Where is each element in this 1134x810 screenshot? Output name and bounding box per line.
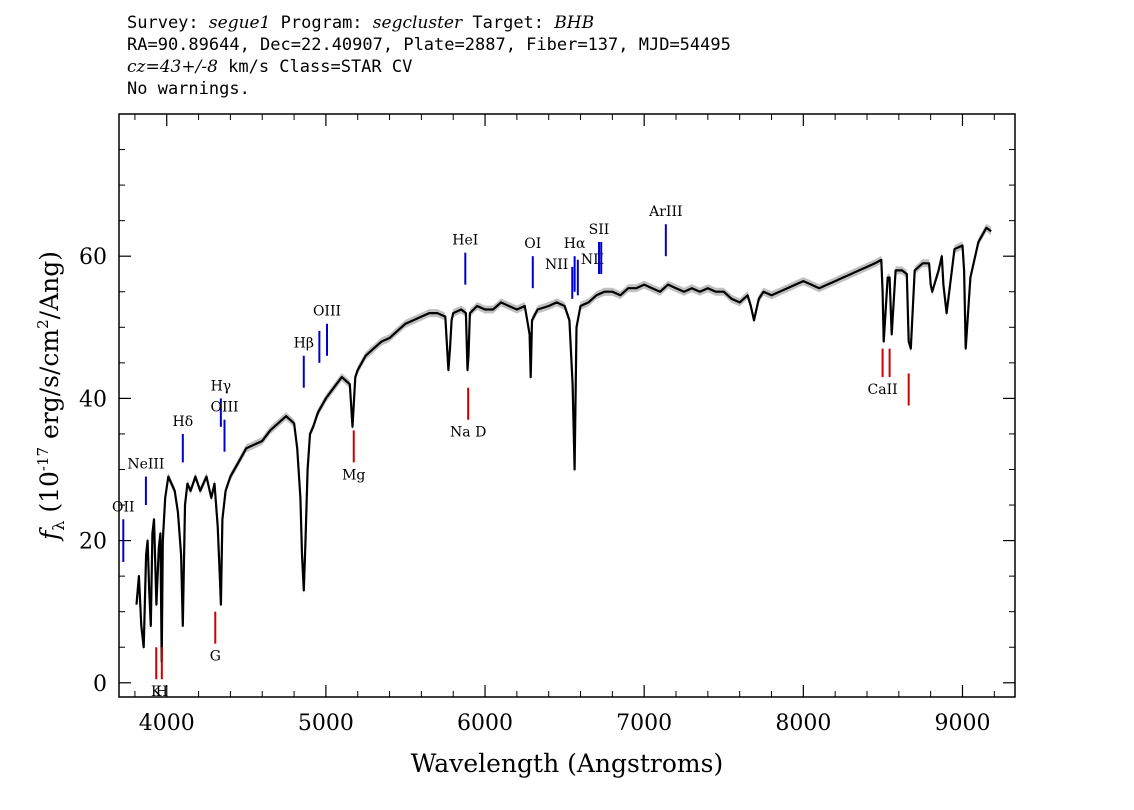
program-label: Program: bbox=[280, 13, 363, 33]
annotation-label: ArIII bbox=[648, 204, 682, 220]
annotation-label: NII bbox=[545, 257, 568, 273]
spectrum-header: Survey: segue1 Program: segcluster Targe… bbox=[127, 12, 731, 100]
y-axis-label: fλ (10-17 erg/s/cm2/Ang) bbox=[34, 251, 68, 542]
y-tick-label: 60 bbox=[79, 245, 107, 270]
y-label-exp: -17 bbox=[34, 447, 52, 471]
x-tick-label: 8000 bbox=[775, 711, 831, 736]
x-tick-label: 5000 bbox=[298, 711, 354, 736]
annotation-label: HeI bbox=[452, 233, 478, 249]
coordinates-line: RA=90.89644, Dec=22.40907, Plate=2887, F… bbox=[127, 35, 731, 55]
warnings-line: No warnings. bbox=[127, 79, 250, 99]
y-label-exp2: 2 bbox=[34, 319, 52, 329]
class-text: km/s Class=STAR CV bbox=[217, 57, 413, 77]
annotation-label: OIII bbox=[313, 304, 341, 320]
program-value: segcluster bbox=[372, 13, 463, 33]
annotation-label: K bbox=[151, 684, 162, 700]
x-tick-label: 6000 bbox=[457, 711, 513, 736]
x-tick-label: 9000 bbox=[934, 711, 990, 736]
y-tick-label: 40 bbox=[79, 387, 107, 412]
annotation-label: Hβ bbox=[294, 336, 314, 352]
redshift-line: cz=43+/-8 km/s Class=STAR CV bbox=[127, 56, 731, 78]
survey-line: Survey: segue1 Program: segcluster Targe… bbox=[127, 12, 731, 34]
annotation-label: CaII bbox=[868, 382, 898, 398]
annotation-label: OII bbox=[112, 499, 135, 515]
axis-ticks: 4000 5000 6000 7000 8000 9000 0 20 40 60 bbox=[79, 114, 1015, 736]
annotation-label: Mg bbox=[342, 467, 365, 483]
target-label: Target: bbox=[472, 13, 545, 33]
cz-value: cz=43+/-8 bbox=[127, 57, 218, 77]
annotation-label: G bbox=[210, 649, 221, 665]
annotation-label: Hγ bbox=[211, 378, 232, 394]
error-band bbox=[136, 223, 992, 666]
y-label-mid: (10 bbox=[35, 471, 64, 521]
annotation-label: H bbox=[156, 684, 168, 700]
spectrum-line bbox=[135, 226, 992, 663]
plot-frame bbox=[118, 113, 1016, 698]
y-label-sub: λ bbox=[49, 521, 68, 531]
y-label-units: erg/s/cm bbox=[35, 329, 64, 447]
y-tick-label: 20 bbox=[79, 530, 107, 555]
annotation-label: Na D bbox=[450, 425, 486, 441]
x-tick-label: 4000 bbox=[139, 711, 195, 736]
annotation-label: OIII bbox=[210, 400, 238, 416]
x-axis-label: Wavelength (Angstroms) bbox=[411, 749, 723, 778]
y-tick-label: 0 bbox=[93, 672, 107, 697]
annotation-label: Hα bbox=[564, 236, 586, 252]
annotation-label: SII bbox=[589, 222, 610, 238]
survey-value: segue1 bbox=[208, 13, 271, 33]
survey-label: Survey: bbox=[127, 13, 199, 33]
target-value: BHB bbox=[554, 13, 595, 33]
y-label-f: f bbox=[35, 527, 64, 542]
annotation-label: Hδ bbox=[172, 414, 193, 430]
x-tick-label: 7000 bbox=[616, 711, 672, 736]
annotation-label: NeIII bbox=[127, 457, 164, 473]
annotation-label: OI bbox=[524, 236, 541, 252]
y-label-end: /Ang) bbox=[35, 251, 64, 319]
